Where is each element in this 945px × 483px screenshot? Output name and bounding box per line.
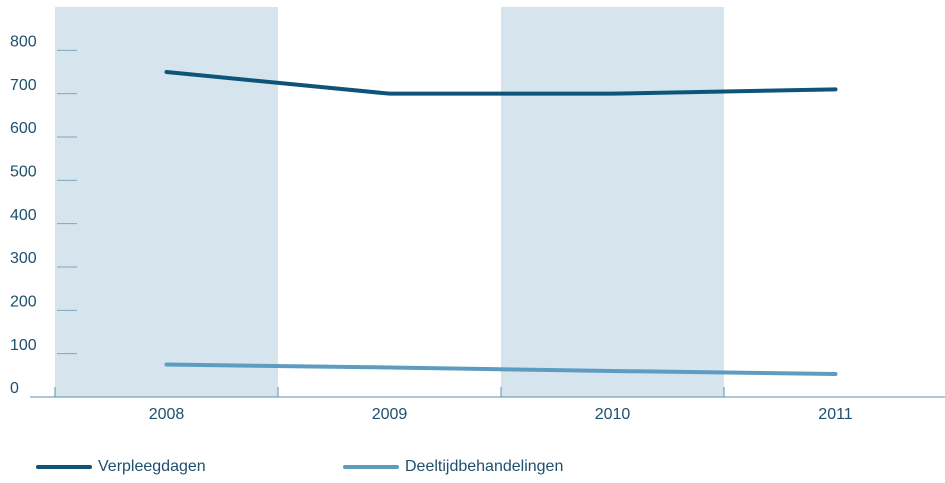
legend-label: Verpleegdagen [98,458,206,475]
y-tick-label: 300 [10,250,37,267]
x-tick-label: 2008 [149,406,185,423]
x-tick-label: 2010 [595,406,631,423]
series-line [164,362,838,377]
x-tick-label: 2011 [818,406,853,423]
band [501,7,724,397]
y-tick-label: 700 [10,77,37,94]
y-tick-label: 600 [10,120,37,137]
y-tick-label: 0 [10,380,19,397]
series-line [164,70,838,96]
y-tick-label: 100 [10,337,37,354]
x-tick-label: 2009 [372,406,408,423]
y-tick-label: 400 [10,207,37,224]
y-tick-label: 500 [10,164,37,181]
band [55,7,278,397]
y-tick-label: 200 [10,294,37,311]
y-tick-label: 800 [10,34,37,51]
legend-label: Deeltijdbehandelingen [405,458,563,475]
